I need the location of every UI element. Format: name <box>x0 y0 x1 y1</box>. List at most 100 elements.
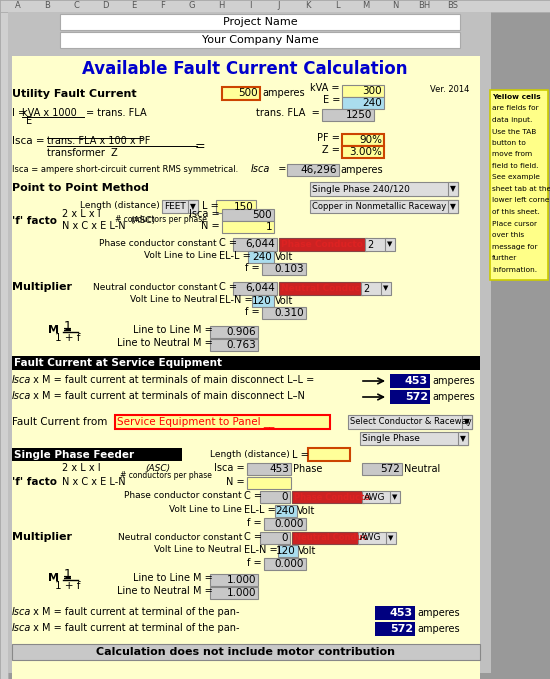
Text: Volt Line to Line: Volt Line to Line <box>144 251 217 261</box>
Bar <box>12 56 480 80</box>
Text: Single Phase 240/120: Single Phase 240/120 <box>312 185 410 194</box>
Bar <box>0 12 8 679</box>
Text: = trans. FLA: = trans. FLA <box>86 108 147 118</box>
Text: trans. FLA  =: trans. FLA = <box>256 108 320 118</box>
Text: kVA =: kVA = <box>311 83 340 93</box>
Text: E: E <box>131 1 136 10</box>
Text: ▼: ▼ <box>464 418 470 426</box>
Bar <box>360 432 468 445</box>
Text: Isca: Isca <box>12 607 31 617</box>
Text: trans. FLA x 100 x PF: trans. FLA x 100 x PF <box>47 136 150 146</box>
Bar <box>264 558 306 570</box>
Text: 0: 0 <box>282 492 288 502</box>
Text: Copper in Nonmetallic Raceway: Copper in Nonmetallic Raceway <box>312 202 446 211</box>
Text: Isca: Isca <box>251 164 270 174</box>
Bar <box>210 339 258 351</box>
Bar <box>390 491 400 503</box>
Bar <box>448 182 458 196</box>
Text: Volt: Volt <box>298 546 316 556</box>
Text: ▼: ▼ <box>392 494 398 500</box>
Bar <box>12 415 480 679</box>
Text: Phase: Phase <box>293 464 322 474</box>
Bar <box>361 282 383 295</box>
Text: B: B <box>44 1 50 10</box>
Text: 572: 572 <box>380 464 400 474</box>
Bar <box>342 146 384 158</box>
Bar <box>8 12 491 673</box>
Text: PF =: PF = <box>317 133 340 143</box>
Bar <box>490 90 548 280</box>
Text: 1: 1 <box>64 320 72 333</box>
Text: Volt: Volt <box>275 252 293 262</box>
Bar <box>252 295 274 307</box>
Text: 0.906: 0.906 <box>227 327 256 337</box>
Bar <box>287 164 339 176</box>
Bar <box>262 263 306 275</box>
Bar <box>279 282 363 295</box>
Text: 120: 120 <box>276 546 296 556</box>
Text: M =: M = <box>193 325 213 335</box>
Text: Volt: Volt <box>275 296 293 306</box>
Text: 1 + f: 1 + f <box>55 333 81 343</box>
Text: 300: 300 <box>362 86 382 96</box>
Text: ▼: ▼ <box>450 202 456 211</box>
Bar <box>358 532 388 544</box>
Text: 453: 453 <box>405 376 428 386</box>
Bar <box>310 200 458 213</box>
Bar <box>188 200 198 213</box>
Text: 453: 453 <box>269 464 289 474</box>
Text: 500: 500 <box>252 210 272 220</box>
Text: f =: f = <box>245 263 260 273</box>
Text: 572: 572 <box>405 392 428 402</box>
Text: N: N <box>392 1 398 10</box>
Text: C: C <box>73 1 79 10</box>
Text: Neutral Conduc: Neutral Conduc <box>281 284 360 293</box>
Text: Isca =: Isca = <box>189 209 220 219</box>
Text: N x C x E L-N: N x C x E L-N <box>62 477 125 487</box>
Text: BH: BH <box>418 1 430 10</box>
Text: 6,044: 6,044 <box>245 240 275 249</box>
Bar <box>375 606 415 620</box>
Text: M =: M = <box>48 325 72 335</box>
Text: D: D <box>102 1 108 10</box>
Bar <box>247 463 291 475</box>
Text: Volt Line to Line: Volt Line to Line <box>169 505 242 515</box>
Text: 'f' facto: 'f' facto <box>12 477 57 487</box>
Text: # conductors per phase: # conductors per phase <box>120 471 212 479</box>
Bar <box>386 532 396 544</box>
Text: Project Name: Project Name <box>223 17 298 27</box>
Text: 0.103: 0.103 <box>274 264 304 274</box>
Bar <box>260 491 290 503</box>
Text: button to: button to <box>492 140 526 146</box>
Bar <box>9 412 483 679</box>
Bar <box>278 545 298 557</box>
Text: Line to Line: Line to Line <box>133 573 190 583</box>
Bar <box>9 53 483 654</box>
Bar <box>342 134 384 146</box>
Text: (ASC): (ASC) <box>145 464 170 473</box>
Text: M: M <box>362 1 370 10</box>
Text: N =: N = <box>227 477 245 487</box>
Text: x M = fault current at terminal of the pan-: x M = fault current at terminal of the p… <box>30 623 239 633</box>
Text: f =: f = <box>248 558 262 568</box>
Bar <box>248 251 274 263</box>
Text: 1 + f: 1 + f <box>55 581 81 591</box>
Text: lower left corner: lower left corner <box>492 198 550 204</box>
Bar <box>390 390 430 404</box>
Bar <box>362 491 392 503</box>
Text: C =: C = <box>219 282 237 292</box>
Text: 240: 240 <box>252 252 272 262</box>
Text: Phase conductor constant: Phase conductor constant <box>124 492 242 500</box>
Text: =: = <box>195 141 205 153</box>
Text: ▼: ▼ <box>388 535 394 541</box>
Text: message for: message for <box>492 244 537 249</box>
Text: Isca: Isca <box>12 375 31 385</box>
Bar <box>381 282 391 295</box>
Text: (ASC): (ASC) <box>130 217 155 225</box>
Bar <box>342 97 384 109</box>
Text: Phase Conducto: Phase Conducto <box>294 492 370 502</box>
Text: ▼: ▼ <box>450 185 456 194</box>
Text: Length (distance): Length (distance) <box>80 202 160 210</box>
Text: ▼: ▼ <box>387 242 393 248</box>
Text: EL-L =: EL-L = <box>219 251 251 261</box>
